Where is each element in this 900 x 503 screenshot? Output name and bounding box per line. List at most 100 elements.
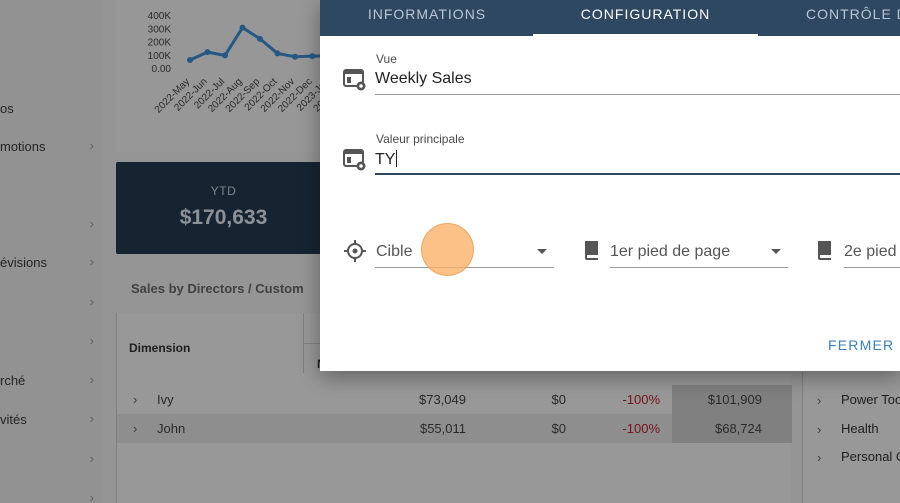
kpi-card-ytd[interactable]: YTD $170,633 <box>116 162 331 254</box>
row-variance: -100% <box>622 392 660 407</box>
expand-row-icon[interactable]: › <box>817 450 822 465</box>
tab-informations[interactable]: INFORMATIONS <box>342 0 512 36</box>
close-button[interactable]: FERMER <box>828 337 895 353</box>
list-item-label: Personal C <box>841 449 900 464</box>
sidebar-item[interactable]: motions › <box>0 135 102 159</box>
sidebar-item[interactable]: › <box>0 330 102 354</box>
field-underline <box>844 267 900 268</box>
row-value: $68,724 <box>715 421 762 436</box>
list-item-label: Power Too <box>841 392 900 407</box>
y-tick-label: 200K <box>148 38 172 49</box>
kpi-value: $170,633 <box>179 206 268 229</box>
touch-indicator <box>421 223 474 276</box>
chevron-right-icon: › <box>89 138 94 153</box>
sidebar-item[interactable]: › <box>0 487 102 503</box>
list-item[interactable]: › Power Too <box>803 386 900 412</box>
chevron-right-icon: › <box>89 216 94 231</box>
table-title: Sales by Directors / Custom <box>131 281 304 296</box>
text-cursor <box>396 150 398 167</box>
kpi-label: YTD <box>210 184 237 198</box>
sidebar-item[interactable]: rché › <box>0 369 102 393</box>
field-underline-focused <box>375 173 900 175</box>
expand-row-icon[interactable]: › <box>133 421 138 436</box>
data-point <box>187 57 193 64</box>
data-point <box>204 49 211 56</box>
list-item[interactable]: › Personal C <box>803 443 900 469</box>
y-tick-label: 400K <box>148 11 172 22</box>
row-value: $55,011 <box>419 421 466 436</box>
chevron-right-icon: › <box>89 490 94 503</box>
row-dimension: John <box>157 421 186 436</box>
table-row[interactable]: › Ivy $73,049 $0 -100% $101,909 <box>117 385 792 414</box>
data-point <box>257 35 263 42</box>
tab-label: INFORMATIONS <box>367 6 487 22</box>
select-value: Cible <box>376 243 413 260</box>
footer1-select[interactable]: 1er pied de page <box>575 230 790 270</box>
sidebar-item-label: évisions <box>0 255 47 270</box>
sidebar-item-label: vités <box>0 412 27 427</box>
category-list: › Power Too › Health › Personal C <box>802 372 900 503</box>
column-header-dimension[interactable]: Dimension <box>129 341 191 355</box>
view-field: Vue Weekly Sales <box>320 40 900 100</box>
sidebar-item[interactable]: évisions › <box>0 251 102 275</box>
crosshair-icon <box>344 240 366 262</box>
chevron-right-icon: › <box>89 451 94 466</box>
field-label: Valeur principale <box>376 132 465 146</box>
settings-dialog: INFORMATIONS CONFIGURATION CONTRÔLE D Vu… <box>320 0 900 371</box>
view-settings-icon <box>343 69 366 91</box>
y-tick-label: 300K <box>148 24 172 35</box>
bookmark-icon <box>818 241 831 260</box>
sidebar-item[interactable]: › <box>0 291 102 315</box>
y-tick-label: 0.00 <box>152 64 172 75</box>
data-point <box>292 53 298 60</box>
dropdown-arrow-icon[interactable] <box>537 249 547 254</box>
chevron-right-icon: › <box>89 294 94 309</box>
sidebar-item[interactable]: › <box>0 448 102 472</box>
row-value: $73,049 <box>419 392 466 407</box>
input-text: TY <box>375 151 396 168</box>
table-row[interactable]: › John $55,011 $0 -100% $68,724 <box>117 414 792 443</box>
tab-configuration[interactable]: CONFIGURATION <box>533 0 758 36</box>
row-value: $0 <box>551 421 566 436</box>
tab-label: CONTRÔLE D <box>806 6 900 22</box>
row-value: $101,909 <box>707 392 762 407</box>
sidebar-item-label: os <box>0 101 14 116</box>
chevron-right-icon: › <box>89 372 94 387</box>
list-item-label: Health <box>841 421 879 436</box>
bookmark-icon <box>585 241 598 260</box>
field-label: Vue <box>376 52 397 66</box>
view-input[interactable]: Weekly Sales <box>375 70 472 87</box>
row-variance: -100% <box>622 421 660 436</box>
chevron-right-icon: › <box>89 333 94 348</box>
sidebar-item[interactable]: › <box>0 213 102 237</box>
expand-row-icon[interactable]: › <box>817 422 822 437</box>
tab-label: CONFIGURATION <box>580 6 711 22</box>
list-item[interactable]: › Health <box>803 415 900 441</box>
tab-bar: INFORMATIONS CONFIGURATION CONTRÔLE D <box>320 0 900 36</box>
tab-controle[interactable]: CONTRÔLE D <box>790 0 900 36</box>
sidebar-item[interactable]: os <box>0 97 102 121</box>
dropdown-arrow-icon[interactable] <box>771 249 781 254</box>
row-value: $0 <box>551 392 566 407</box>
y-tick-label: 100K <box>148 51 172 62</box>
field-underline <box>610 267 788 268</box>
row-highlight-cell: $101,909 <box>672 385 792 414</box>
data-point <box>239 24 246 31</box>
sidebar-item-label: motions <box>0 139 46 154</box>
chevron-right-icon: › <box>89 411 94 426</box>
main-value-field: Valeur principale TY <box>320 120 900 180</box>
main-value-input[interactable]: TY <box>375 150 398 169</box>
select-value: 2e pied <box>844 243 897 260</box>
footer2-select[interactable]: 2e pied <box>810 230 900 270</box>
row-dimension: Ivy <box>157 392 174 407</box>
expand-row-icon[interactable]: › <box>817 393 822 408</box>
view-settings-icon <box>343 149 366 171</box>
expand-row-icon[interactable]: › <box>133 392 138 407</box>
sidebar: os motions › › évisions › › › rché › vit… <box>0 0 102 503</box>
row-highlight-cell: $68,724 <box>672 414 792 443</box>
sidebar-item[interactable]: vités › <box>0 408 102 432</box>
select-value: 1er pied de page <box>610 243 731 260</box>
chevron-right-icon: › <box>89 254 94 269</box>
active-tab-indicator <box>533 34 758 36</box>
data-point <box>274 50 281 57</box>
